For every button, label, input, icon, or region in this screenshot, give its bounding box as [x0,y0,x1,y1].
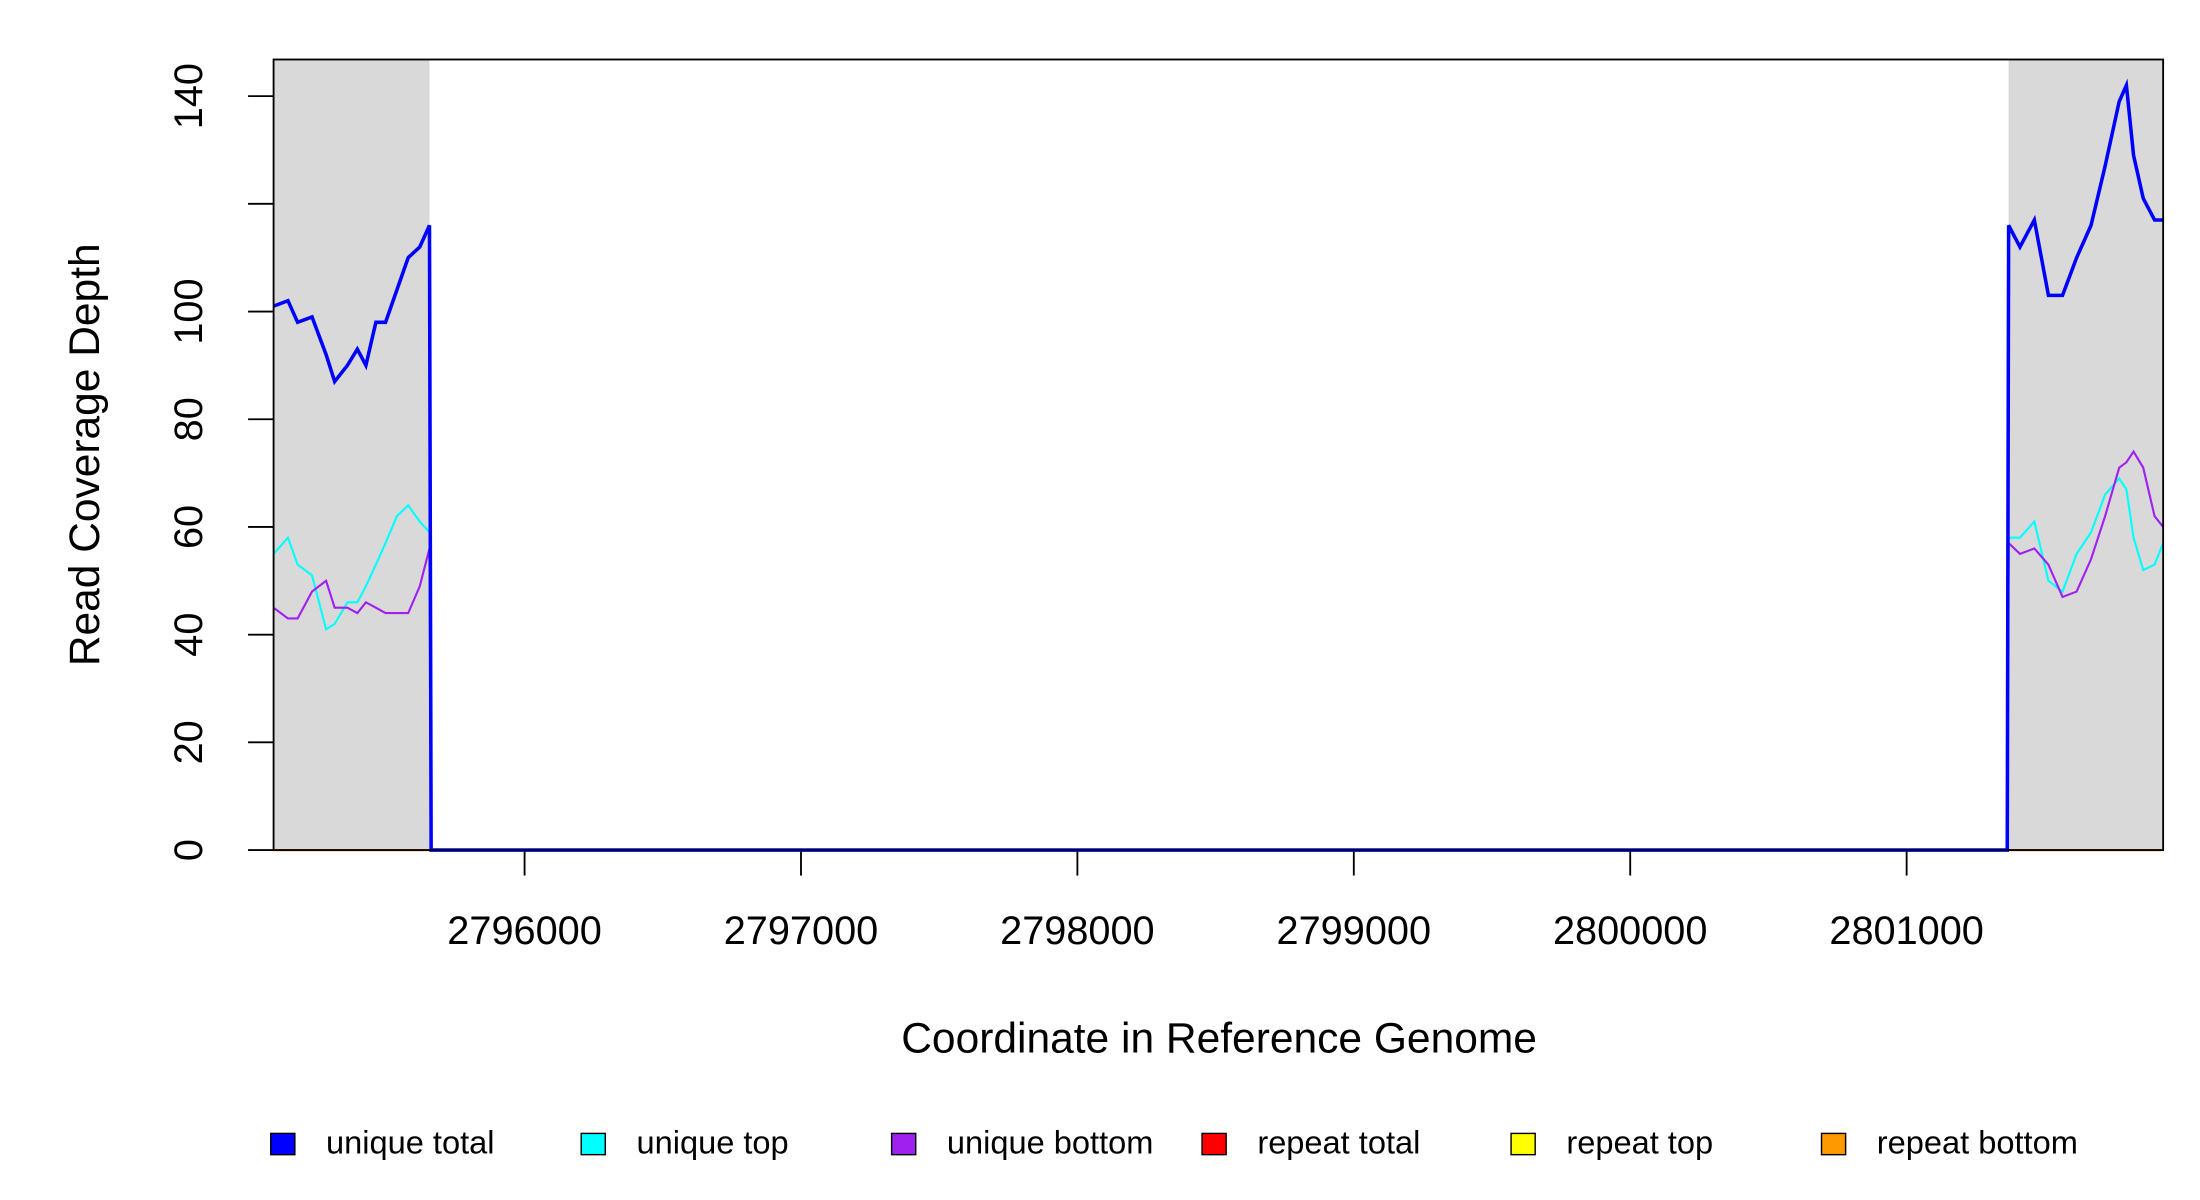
legend-label: repeat total [1257,1123,1420,1160]
legend-swatch [890,1132,917,1156]
legend-label: unique total [326,1123,495,1160]
x-tick-label: 2798000 [1000,909,1154,953]
x-axis-label: Coordinate in Reference Genome [901,1016,1537,1063]
y-tick-label: 40 [167,613,211,657]
legend-swatch [1820,1132,1847,1156]
y-tick-label: 80 [167,397,211,441]
series-line [272,476,2165,852]
legend-label: unique bottom [947,1123,1154,1160]
y-tick-label: 60 [167,505,211,549]
y-tick-label: 0 [167,839,211,861]
legend-swatch [580,1132,606,1156]
series-line [272,78,2164,852]
legend-label: unique top [636,1123,788,1160]
y-axis-label: Read Coverage Depth [62,243,109,666]
series-line [272,449,2164,852]
legend-label: repeat top [1566,1123,1713,1160]
x-tick-label: 2799000 [1277,909,1431,953]
shaded-region [273,59,430,851]
legend-label: repeat bottom [1877,1123,2078,1160]
y-tick-label: 20 [167,720,211,764]
x-tick-label: 2800000 [1553,909,1707,953]
legend-swatch [270,1132,296,1156]
legend-swatch [1510,1132,1536,1156]
x-tick-label: 2797000 [724,909,878,953]
y-tick-label: 140 [167,63,211,129]
x-tick-label: 2801000 [1829,909,1983,953]
y-tick-label: 100 [167,278,211,344]
shaded-region [2008,59,2164,851]
legend-swatch [1201,1132,1227,1156]
x-tick-label: 2796000 [447,909,601,953]
plot-frame [272,58,2165,851]
